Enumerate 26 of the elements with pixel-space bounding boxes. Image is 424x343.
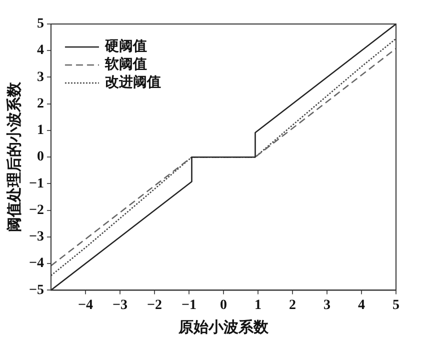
legend-label: 硬阈值: [104, 38, 147, 55]
legend-label: 改进阈值: [104, 74, 161, 91]
y-tick-label: −1: [28, 176, 44, 192]
y-tick-label: 1: [36, 123, 44, 138]
y-tick-label: 3: [36, 70, 44, 85]
y-tick-label: −3: [28, 230, 44, 245]
x-tick-label: 0: [220, 298, 227, 314]
y-axis-title: 阈值处理后的小波系数: [6, 81, 23, 232]
y-tick-label: −4: [28, 256, 44, 272]
x-tick-label: 5: [392, 298, 400, 314]
y-tick-label: −5: [28, 282, 44, 298]
x-tick-label: −2: [146, 298, 162, 314]
x-tick-label: 3: [323, 298, 330, 314]
y-tick-label: 2: [36, 96, 44, 112]
x-tick-label: −3: [112, 298, 128, 314]
x-tick-label: −4: [78, 298, 93, 314]
x-tick-label: 2: [288, 298, 296, 314]
y-tick-label: 0: [36, 150, 44, 165]
x-tick-label: 1: [254, 298, 262, 314]
y-tick-label: −2: [28, 202, 44, 218]
x-axis-title: 原始小波系数: [177, 318, 270, 336]
y-tick-label: 5: [36, 16, 44, 32]
x-tick-label: −1: [181, 298, 196, 314]
legend-label: 软阈值: [104, 56, 147, 73]
y-tick-label: 4: [36, 43, 44, 58]
x-tick-label: 4: [358, 298, 365, 314]
